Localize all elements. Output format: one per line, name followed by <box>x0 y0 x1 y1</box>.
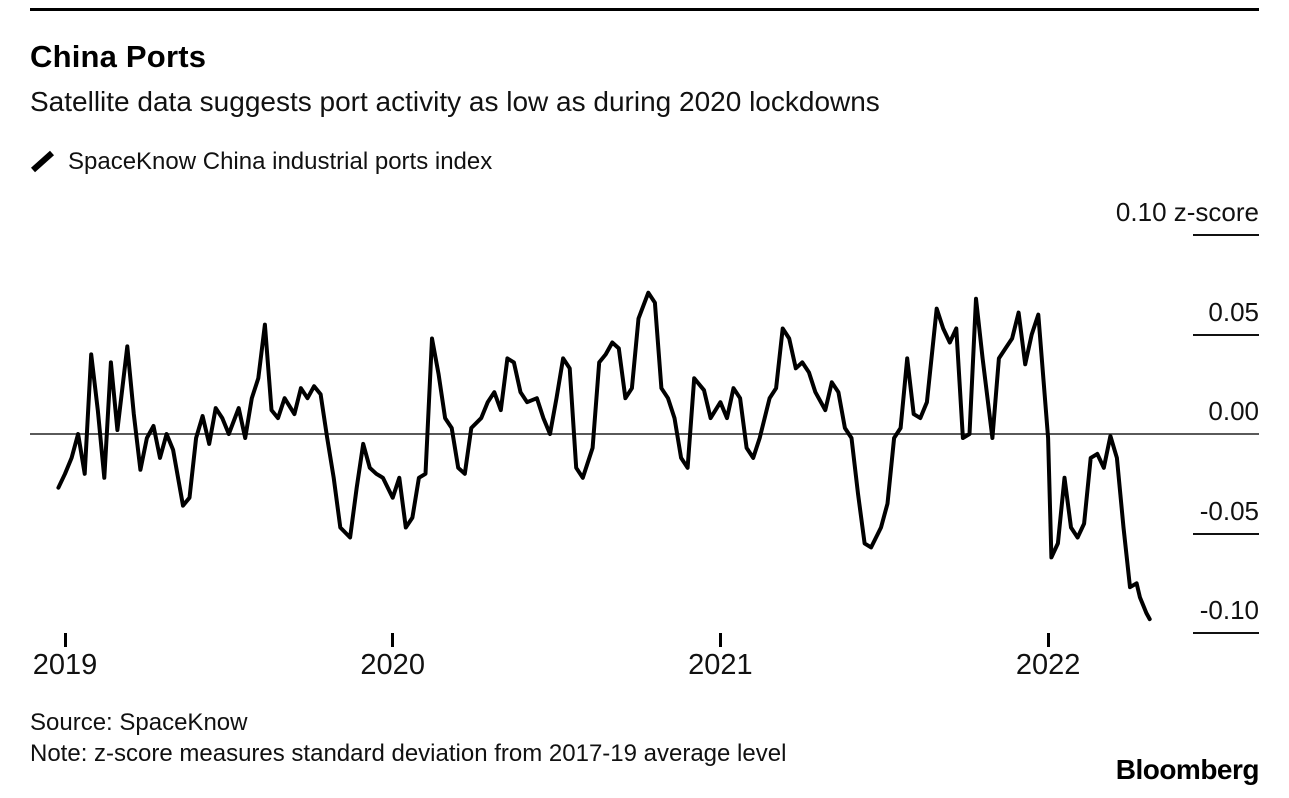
line-series-icon <box>30 149 56 175</box>
y-axis-tick <box>1193 632 1259 634</box>
y-axis-label: -0.05 <box>1199 495 1259 526</box>
legend: SpaceKnow China industrial ports index <box>30 147 1259 177</box>
x-axis-tick <box>718 633 722 647</box>
y-axis-tick <box>1193 234 1259 236</box>
chart-title: China Ports <box>30 39 207 74</box>
y-axis-label: 0.00 <box>1208 396 1259 426</box>
series-line <box>56 290 1152 622</box>
x-axis-tick <box>391 633 395 647</box>
x-axis-label: 2022 <box>1015 649 1081 681</box>
line-chart: 0.10 z-score 0.05 0.00 -0.05 -0.10 2019 2020 20… <box>30 193 1259 693</box>
source-note: Source: SpaceKnow <box>30 709 248 736</box>
x-axis-label: 2020 <box>360 649 425 681</box>
y-axis-label: 0.10 z-score <box>1115 197 1259 227</box>
y-axis-label: 0.05 <box>1208 296 1259 327</box>
y-axis-tick <box>1193 333 1259 336</box>
bloomberg-logo: Bloomberg <box>1115 754 1260 785</box>
footer: Source: SpaceKnow Note: z-score measures… <box>30 707 1259 769</box>
legend-label: SpaceKnow China industrial ports index <box>68 148 493 175</box>
y-axis-tick <box>1193 532 1259 535</box>
methodology-note: Note: z-score measures standard deviatio… <box>30 740 787 767</box>
x-axis-tick <box>63 633 67 647</box>
zero-baseline <box>30 433 1259 435</box>
x-axis-label: 2021 <box>688 649 753 681</box>
y-axis-label: -0.10 <box>1199 595 1259 625</box>
top-divider <box>30 8 1259 11</box>
chart-subtitle: Satellite data suggests port activity as… <box>30 86 880 117</box>
x-axis-label: 2019 <box>32 649 98 681</box>
x-axis-tick <box>1046 633 1050 647</box>
